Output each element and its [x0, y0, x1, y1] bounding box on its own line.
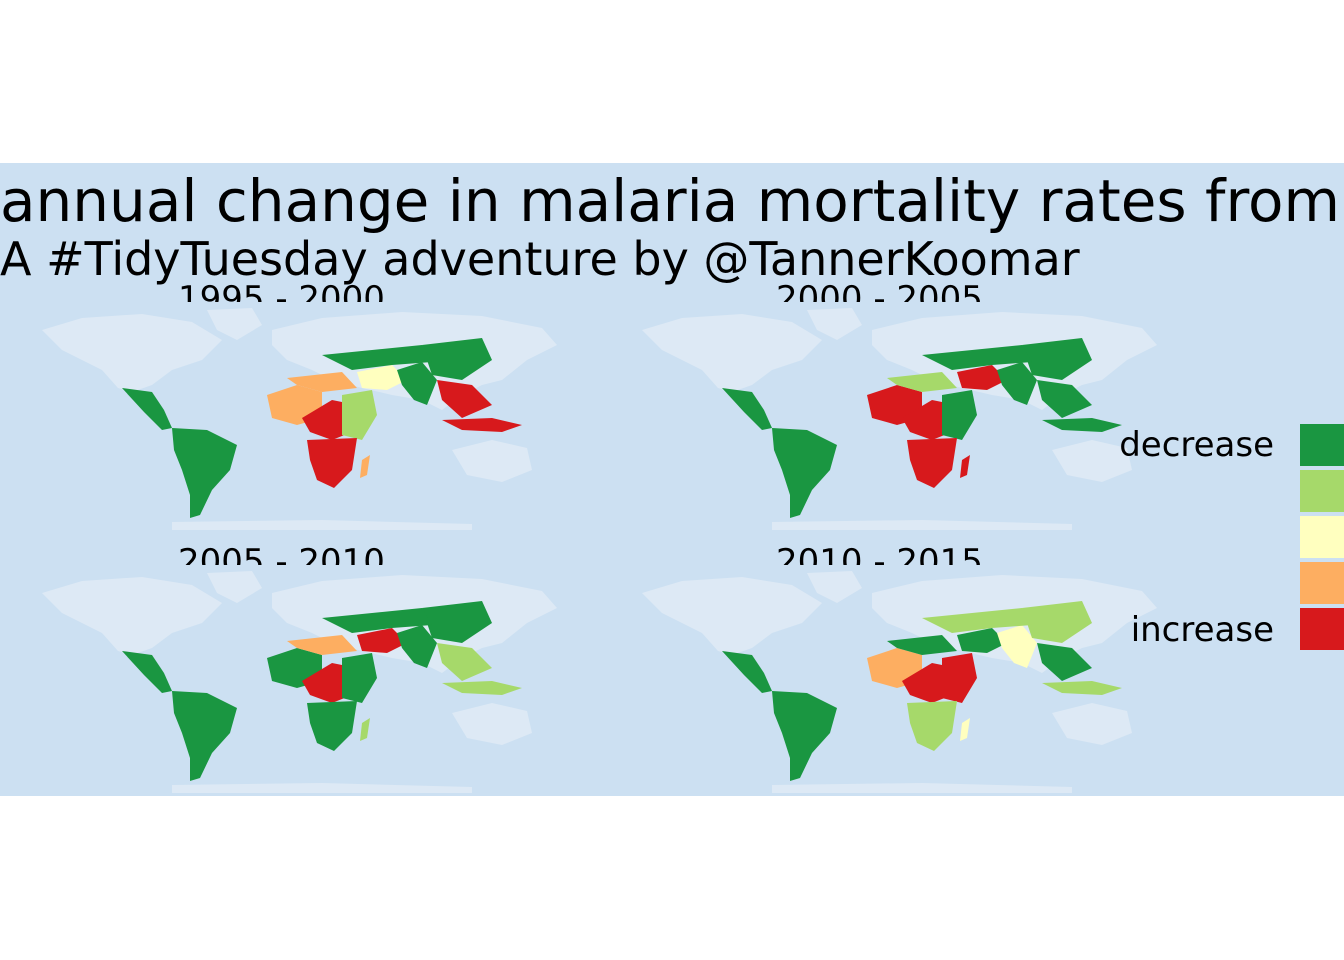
map-panel-2010-2015	[622, 563, 1162, 793]
legend: decrease increase	[1090, 420, 1344, 660]
world-map	[42, 308, 557, 530]
country-region-south-america	[772, 691, 837, 781]
panel-label-2000-2005: 2000 - 2005	[776, 282, 983, 302]
country-region-indonesia	[1042, 681, 1122, 695]
country-region-madagascar	[360, 455, 370, 478]
country-region-middle-east	[957, 628, 1007, 653]
land-no-data	[1052, 703, 1132, 745]
country-region-middle-east	[357, 628, 407, 653]
land-no-data	[172, 520, 472, 530]
country-region-china	[1022, 601, 1092, 643]
country-region-indonesia	[442, 418, 522, 432]
country-region-east-africa	[342, 390, 377, 440]
country-region-se-asia	[437, 643, 492, 681]
country-region-south-america	[772, 428, 837, 518]
country-region-indonesia	[442, 681, 522, 695]
country-region-se-asia	[1037, 380, 1092, 418]
country-region-central-america	[122, 651, 172, 693]
country-region-north-africa	[287, 635, 357, 655]
country-region-southern-africa	[907, 438, 957, 488]
land-no-data	[452, 440, 532, 482]
country-region-east-africa	[342, 653, 377, 703]
country-region-madagascar	[360, 718, 370, 741]
land-no-data	[207, 308, 262, 340]
country-region-middle-east	[957, 365, 1007, 390]
country-region-china	[1022, 338, 1092, 380]
legend-label-decrease: decrease	[1119, 425, 1274, 465]
legend-key-2	[1300, 516, 1344, 558]
country-region-madagascar	[960, 455, 970, 478]
legend-key-1	[1300, 470, 1344, 512]
land-no-data	[642, 314, 822, 392]
world-map	[42, 571, 557, 793]
country-region-india	[997, 625, 1037, 668]
country-region-india	[397, 362, 437, 405]
land-no-data	[1052, 440, 1132, 482]
country-region-east-africa	[942, 390, 977, 440]
land-no-data	[642, 577, 822, 655]
country-region-china	[422, 338, 492, 380]
country-region-southern-africa	[307, 438, 357, 488]
country-region-china	[422, 601, 492, 643]
land-no-data	[807, 571, 862, 603]
country-region-central-america	[122, 388, 172, 430]
land-no-data	[772, 783, 1072, 793]
country-region-north-africa	[887, 372, 957, 392]
map-panel-2000-2005	[622, 300, 1162, 530]
country-region-se-asia	[437, 380, 492, 418]
land-no-data	[452, 703, 532, 745]
legend-label-increase: increase	[1130, 610, 1274, 650]
land-no-data	[772, 520, 1072, 530]
land-no-data	[42, 577, 222, 655]
country-region-russia-south	[322, 345, 432, 370]
country-region-north-africa	[887, 635, 957, 655]
country-region-india	[397, 625, 437, 668]
country-region-russia-south	[322, 608, 432, 633]
country-region-east-africa	[942, 653, 977, 703]
world-map	[642, 571, 1157, 793]
world-map	[642, 308, 1157, 530]
chart-subtitle: A #TidyTuesday adventure by @TannerKooma…	[0, 232, 1080, 286]
legend-key-3	[1300, 562, 1344, 604]
country-region-se-asia	[1037, 643, 1092, 681]
country-region-india	[997, 362, 1037, 405]
land-no-data	[207, 571, 262, 603]
country-region-russia-south	[922, 608, 1032, 633]
chart-title: annual change in malaria mortality rates…	[0, 167, 1341, 235]
land-no-data	[807, 308, 862, 340]
country-region-southern-africa	[307, 701, 357, 751]
panel-label-1995-2000: 1995 - 2000	[178, 282, 385, 302]
land-no-data	[42, 314, 222, 392]
country-region-russia-south	[922, 345, 1032, 370]
map-panel-1995-2000	[22, 300, 562, 530]
map-panel-2005-2010	[22, 563, 562, 793]
legend-key-0	[1300, 424, 1344, 466]
country-region-central-america	[722, 651, 772, 693]
country-region-indonesia	[1042, 418, 1122, 432]
country-region-madagascar	[960, 718, 970, 741]
panel-label-2005-2010: 2005 - 2010	[178, 545, 385, 565]
country-region-south-america	[172, 428, 237, 518]
country-region-southern-africa	[907, 701, 957, 751]
country-region-south-america	[172, 691, 237, 781]
country-region-north-africa	[287, 372, 357, 392]
country-region-middle-east	[357, 365, 407, 390]
panel-label-2010-2015: 2010 - 2015	[776, 545, 983, 565]
country-region-central-america	[722, 388, 772, 430]
legend-key-4	[1300, 608, 1344, 650]
land-no-data	[172, 783, 472, 793]
map-plot-area	[0, 163, 1344, 796]
